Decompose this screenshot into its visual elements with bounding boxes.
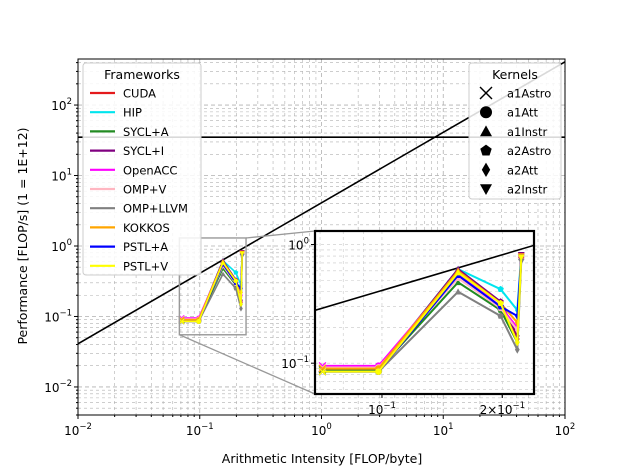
x-tick-label: 102 <box>555 422 576 438</box>
data-point <box>233 278 239 283</box>
x-axis-label: Arithmetic Intensity [FLOP/byte] <box>222 451 422 466</box>
y-axis-label: Performance [FLOP/s] (1 = 1E+12) <box>15 127 30 344</box>
data-point <box>497 312 504 319</box>
kernels-legend: Kernels a1Astro a1Att a1Instr a2Astro a2Att a2… <box>468 62 562 200</box>
legend-label: KOKKOS <box>123 221 170 235</box>
inset-connectors <box>178 230 316 395</box>
series-line <box>181 253 243 323</box>
legend-label: a1Astro <box>507 87 551 101</box>
legend-label: a1Instr <box>507 125 548 139</box>
y-tick-label: 10−1 <box>44 308 72 324</box>
legend-marker <box>480 144 492 156</box>
series-line <box>322 257 523 373</box>
data-point <box>239 300 243 308</box>
inset-x-tick-label: 2×10−1 <box>480 401 526 417</box>
legend-label: SYCL+I <box>123 144 164 158</box>
legend-label: a2Instr <box>507 183 548 197</box>
legend-label: SYCL+A <box>123 125 169 139</box>
inset-frame <box>313 229 536 396</box>
data-point <box>239 305 243 312</box>
data-point <box>454 278 462 286</box>
legend-label: PSTL+A <box>123 240 168 254</box>
main-axes: 10−2 10−1 100 101 102 10−2 10−1 100 101 102 <box>44 58 576 438</box>
x-tick-label: 10−2 <box>64 422 92 438</box>
legend-marker <box>480 106 492 119</box>
legend-marker <box>481 162 491 177</box>
legend-label: CUDA <box>123 87 156 101</box>
kernels-legend-box <box>468 62 562 200</box>
data-point <box>239 251 245 257</box>
data-point <box>497 299 504 306</box>
kernels-legend-title: Kernels <box>492 67 538 82</box>
data-point <box>517 254 525 261</box>
x-tick-label: 100 <box>311 422 332 438</box>
zoom-region <box>178 237 247 336</box>
data-point <box>514 345 520 354</box>
legend-label: OMP+V <box>123 183 167 197</box>
y-tick-label: 102 <box>51 97 72 113</box>
data-point <box>233 269 239 275</box>
data-point <box>497 285 504 292</box>
data-point <box>454 288 462 295</box>
y-tick-label: 100 <box>51 238 72 254</box>
legend-label: OpenACC <box>123 163 177 177</box>
data-point <box>220 260 226 265</box>
inset-plot <box>315 244 534 376</box>
x-tick-label: 101 <box>433 422 454 438</box>
frameworks-legend: Frameworks CUDA HIP SYCL+A SYCL+I OpenACC OMP+… <box>82 62 202 276</box>
y-tick-label: 10−2 <box>44 379 72 395</box>
data-point <box>220 271 226 277</box>
legend-marker <box>480 184 492 195</box>
data-point <box>375 368 382 375</box>
inset-bandwidth-roof-line <box>315 244 534 312</box>
data-point <box>454 269 462 276</box>
legend-label: OMP+LLVM <box>123 202 188 216</box>
legend-marker <box>479 86 493 100</box>
data-point <box>318 367 327 376</box>
legend-label: a2Astro <box>507 144 551 158</box>
legend-marker <box>480 125 492 137</box>
legend-label: HIP <box>123 106 142 120</box>
inset-x-tick-label: 10−1 <box>368 401 396 417</box>
legend-label: a2Att <box>507 163 539 177</box>
connector-line <box>179 334 316 395</box>
inset-y-tick-label: 10−1 <box>281 355 309 371</box>
y-tick-label: 101 <box>51 168 72 184</box>
x-tick-label: 10−1 <box>186 422 214 438</box>
data-point <box>196 318 202 325</box>
zoom-inset: 10−1 2×10−1 10−1 100 <box>281 229 536 417</box>
legend-label: a1Att <box>507 106 539 120</box>
data-point <box>514 338 520 347</box>
frameworks-legend-box <box>82 62 202 276</box>
legend-label: PSTL+V <box>123 259 168 273</box>
inset-y-tick-label: 100 <box>288 237 309 253</box>
connector-line <box>245 230 316 239</box>
frameworks-legend-title: Frameworks <box>104 67 180 82</box>
